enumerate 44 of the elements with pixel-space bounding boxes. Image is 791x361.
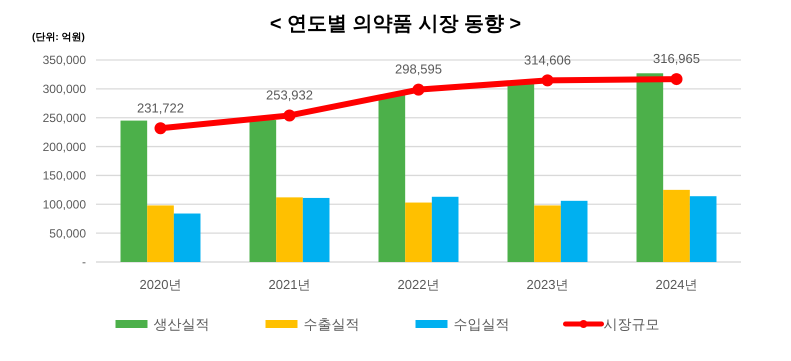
y-tick-label: 350,000	[42, 53, 86, 68]
point	[284, 109, 296, 122]
point	[412, 84, 424, 96]
y-tick-label: -	[82, 255, 86, 270]
legend-label: 수출실적	[304, 316, 360, 332]
bar	[302, 198, 330, 262]
data-label: 253,932	[266, 87, 313, 102]
legend-label: 수입실적	[454, 316, 510, 332]
x-tick-label: 2023년	[526, 277, 568, 292]
y-tick-label: 150,000	[42, 168, 86, 183]
x-tick-label: 2021년	[268, 277, 310, 292]
chart-title: < 연도별 의약품 시장 동향 >	[270, 13, 522, 35]
data-label: 316,965	[653, 51, 700, 66]
bar	[560, 200, 588, 262]
point	[670, 73, 682, 86]
point	[542, 74, 554, 86]
bar	[534, 205, 561, 262]
text: (단위: 억원)	[32, 32, 85, 43]
bar	[120, 120, 148, 262]
bar	[378, 94, 406, 262]
point	[154, 122, 166, 134]
bar	[432, 196, 458, 262]
y-tick-label: 200,000	[42, 140, 86, 154]
legend-label: 생산실적	[154, 316, 210, 332]
bar	[147, 205, 174, 262]
bar	[174, 214, 200, 262]
bar	[690, 196, 716, 262]
y-tick-label: 100,000	[42, 197, 86, 212]
x-tick-label: 2022년	[398, 277, 440, 292]
data-label: 231,722	[137, 100, 184, 116]
bar	[405, 202, 432, 262]
y-tick-label: 300,000	[42, 82, 86, 96]
bar	[276, 197, 303, 262]
x-tick-label: 2020년	[140, 277, 182, 292]
data-label: 298,595	[395, 62, 442, 77]
y-tick-label: 250,000	[42, 110, 86, 125]
bar	[636, 73, 664, 262]
x-tick-label: 2024년	[656, 277, 698, 292]
legend-label: 시장규모	[604, 316, 660, 332]
y-tick-label: 50,000	[49, 226, 86, 240]
bar	[250, 120, 276, 262]
bar	[508, 83, 534, 262]
data-label: 314,606	[524, 52, 571, 68]
bar	[663, 190, 690, 262]
